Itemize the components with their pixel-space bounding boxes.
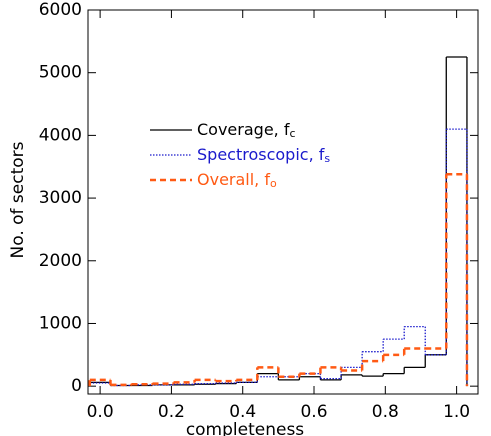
y-axis-label: No. of sectors [8, 141, 28, 258]
legend-name: Overall, f [197, 170, 270, 189]
y-tick-label: 5000 [39, 63, 82, 83]
x-tick-label: 0.2 [158, 402, 185, 422]
legend-name: Coverage, f [197, 120, 290, 139]
x-axis-label: completeness [186, 420, 304, 436]
legend-subscript: c [289, 127, 295, 140]
y-tick-label: 3000 [39, 188, 82, 208]
x-tick-label: 1.0 [443, 402, 470, 422]
x-tick-label: 0.6 [300, 402, 327, 422]
legend: Coverage, fc Spectroscopic, fs Overall, fo [150, 120, 330, 191]
y-tick-label: 1000 [39, 313, 82, 333]
legend-label: Overall, fo [197, 170, 277, 191]
legend-label: Coverage, fc [197, 120, 296, 141]
y-tick-label: 2000 [39, 251, 82, 271]
y-tick-label: 0 [71, 376, 82, 396]
x-tick-label: 0.4 [229, 402, 256, 422]
x-tick-label: 0.8 [372, 402, 399, 422]
plot-frame [87, 9, 479, 395]
legend-subscript: o [270, 177, 277, 190]
y-tick-label: 6000 [39, 0, 82, 20]
legend-name: Spectroscopic, f [197, 145, 325, 164]
legend-subscript: s [324, 152, 330, 165]
y-tick-label: 4000 [39, 125, 82, 145]
legend-label: Spectroscopic, fs [197, 145, 330, 166]
x-tick-label: 0.0 [87, 402, 114, 422]
